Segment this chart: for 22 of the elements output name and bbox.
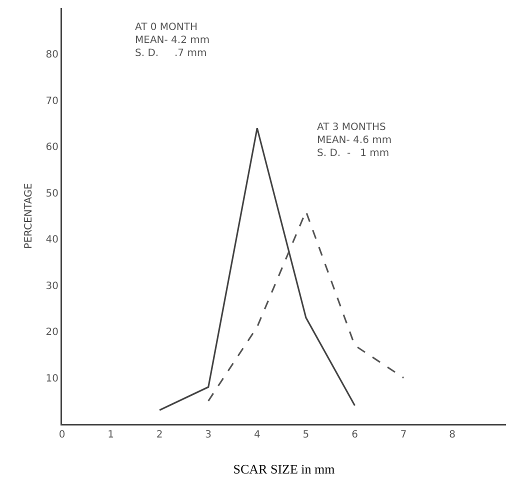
line-series [208, 210, 404, 402]
x-tick-label: 4 [254, 430, 260, 440]
y-axis-title: PERCENTAGE [24, 183, 34, 249]
x-tick-label: 7 [400, 430, 407, 440]
x-axis-title: SCAR SIZE in mm [233, 462, 335, 476]
y-tick-label: 20 [46, 327, 58, 338]
x-tick-label: 6 [352, 430, 358, 440]
x-tick-label: 2 [156, 430, 163, 440]
x-tick-label: 3 [205, 430, 212, 440]
y-tick-label: 40 [46, 234, 58, 246]
x-tick-label: 5 [302, 430, 310, 440]
annotation: AT 0 MONTH MEAN- 4.2 mm S. D. .7 mm [135, 22, 210, 59]
y-tick-label: 30 [46, 280, 58, 292]
y-tick-label: 80 [46, 50, 58, 61]
y-tick-label: 50 [46, 188, 58, 200]
x-tick-label: 1 [108, 430, 114, 440]
y-tick-label: 70 [46, 96, 58, 107]
x-tick-label: 0 [58, 430, 66, 440]
y-tick-label: 10 [46, 373, 58, 384]
x-tick-label: 8 [449, 430, 456, 440]
y-tick-label: 60 [46, 142, 58, 154]
annotation: AT 3 MONTHS MEAN- 4.6 mm S. D. - 1 mm [317, 122, 392, 159]
